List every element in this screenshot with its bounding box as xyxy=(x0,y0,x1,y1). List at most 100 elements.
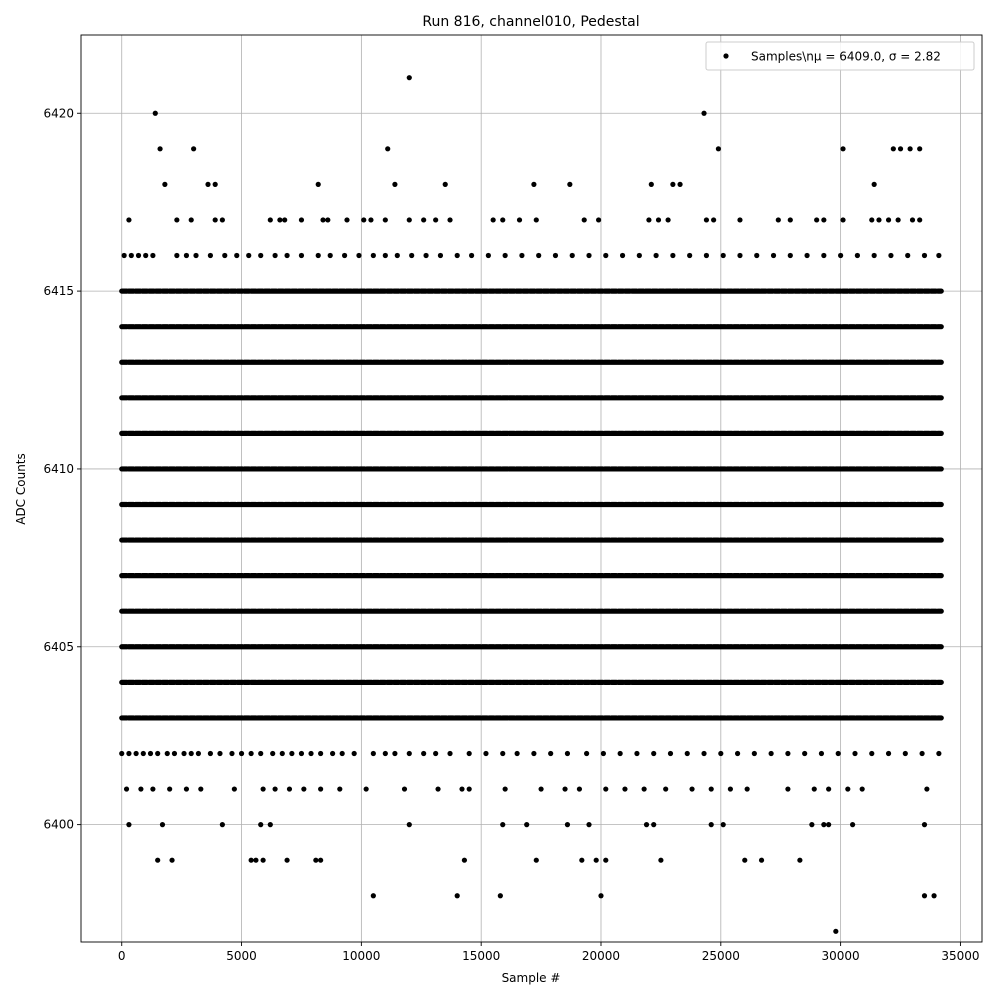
sample-point xyxy=(643,822,650,828)
sample-point xyxy=(734,750,741,757)
sample-point xyxy=(533,857,539,863)
sample-point xyxy=(500,217,506,223)
sample-point xyxy=(238,750,245,757)
sample-point xyxy=(423,252,429,259)
sample-point xyxy=(301,786,307,792)
sample-points xyxy=(119,75,944,934)
sample-point xyxy=(351,750,357,757)
sample-point xyxy=(454,893,460,899)
sample-point xyxy=(711,217,717,223)
sample-point xyxy=(267,217,273,223)
sample-point xyxy=(133,750,139,757)
sample-point xyxy=(406,75,412,81)
sample-point xyxy=(164,750,170,757)
sample-point xyxy=(701,110,707,116)
sample-point xyxy=(461,857,468,863)
sample-point xyxy=(622,786,628,792)
sample-point xyxy=(902,750,908,757)
sample-point xyxy=(835,750,841,757)
sample-point xyxy=(885,750,892,757)
sample-point xyxy=(167,786,173,792)
sample-point xyxy=(876,217,882,223)
sample-point xyxy=(318,750,324,757)
sample-point xyxy=(917,146,923,152)
sample-point xyxy=(337,786,343,792)
axis-ticks: 0 5000 10000 15000 20000 25000 30000 35000 6400 6… xyxy=(43,106,979,963)
sample-point xyxy=(600,750,606,757)
sample-point xyxy=(770,252,777,259)
sample-point xyxy=(742,857,748,863)
sample-point xyxy=(298,252,305,259)
sample-point xyxy=(519,252,525,259)
sample-point xyxy=(564,822,571,828)
sample-point xyxy=(466,786,472,792)
sample-point xyxy=(646,217,652,223)
x-tick-label: 10000 xyxy=(342,949,380,963)
sample-point xyxy=(751,750,757,757)
sample-point xyxy=(344,217,350,223)
sample-point xyxy=(651,750,657,757)
sample-point xyxy=(222,252,228,259)
sample-point xyxy=(536,252,542,259)
sample-point xyxy=(826,786,832,792)
sample-point xyxy=(356,252,362,259)
sample-point xyxy=(924,786,930,792)
sample-point xyxy=(231,786,237,792)
sample-point xyxy=(931,893,937,899)
sample-point xyxy=(665,217,671,223)
sample-point xyxy=(277,217,283,223)
sample-point xyxy=(159,822,166,828)
sample-point xyxy=(234,252,240,259)
sample-point xyxy=(392,750,398,757)
sample-point xyxy=(538,786,544,792)
y-tick-label: 6410 xyxy=(43,462,74,476)
sample-point xyxy=(871,181,877,187)
sample-point xyxy=(466,750,472,757)
sample-point xyxy=(298,750,305,757)
sample-point xyxy=(567,181,573,187)
sample-point xyxy=(150,786,156,792)
sample-point xyxy=(385,146,391,152)
sample-point xyxy=(890,146,896,152)
sample-point xyxy=(703,252,710,259)
sample-point xyxy=(394,252,400,259)
sample-point xyxy=(720,252,726,259)
sample-point xyxy=(895,217,901,223)
sample-point xyxy=(313,857,319,863)
sample-point xyxy=(341,252,348,259)
sample-point xyxy=(188,217,194,223)
sample-point xyxy=(684,750,690,757)
sample-point xyxy=(327,252,333,259)
sample-point xyxy=(212,217,218,223)
sample-point xyxy=(207,252,213,259)
sample-point xyxy=(284,252,290,259)
x-tick-label: 0 xyxy=(118,949,126,963)
sample-point xyxy=(584,750,590,757)
sample-point xyxy=(564,750,571,757)
sample-point xyxy=(155,750,161,757)
sample-point xyxy=(670,181,676,187)
sample-point xyxy=(845,786,851,792)
legend-label: Samples\nμ = 6409.0, σ = 2.82 xyxy=(751,50,941,64)
sample-point xyxy=(921,252,928,259)
x-tick-label: 20000 xyxy=(582,949,620,963)
sample-point xyxy=(917,217,923,223)
sample-point xyxy=(586,252,592,259)
sample-point xyxy=(569,252,575,259)
sample-point xyxy=(524,822,530,828)
sample-point xyxy=(248,857,254,863)
sample-point xyxy=(339,750,345,757)
y-tick-label: 6400 xyxy=(43,818,74,832)
sample-point xyxy=(150,252,156,259)
sample-point xyxy=(382,217,388,223)
sample-point xyxy=(579,857,585,863)
sample-point xyxy=(260,786,266,792)
sample-point xyxy=(909,217,916,223)
sample-point xyxy=(267,822,273,828)
sample-point xyxy=(852,750,858,757)
sample-point xyxy=(497,893,503,899)
sample-point xyxy=(121,252,127,259)
sample-point xyxy=(715,146,722,152)
sample-point xyxy=(279,750,285,757)
